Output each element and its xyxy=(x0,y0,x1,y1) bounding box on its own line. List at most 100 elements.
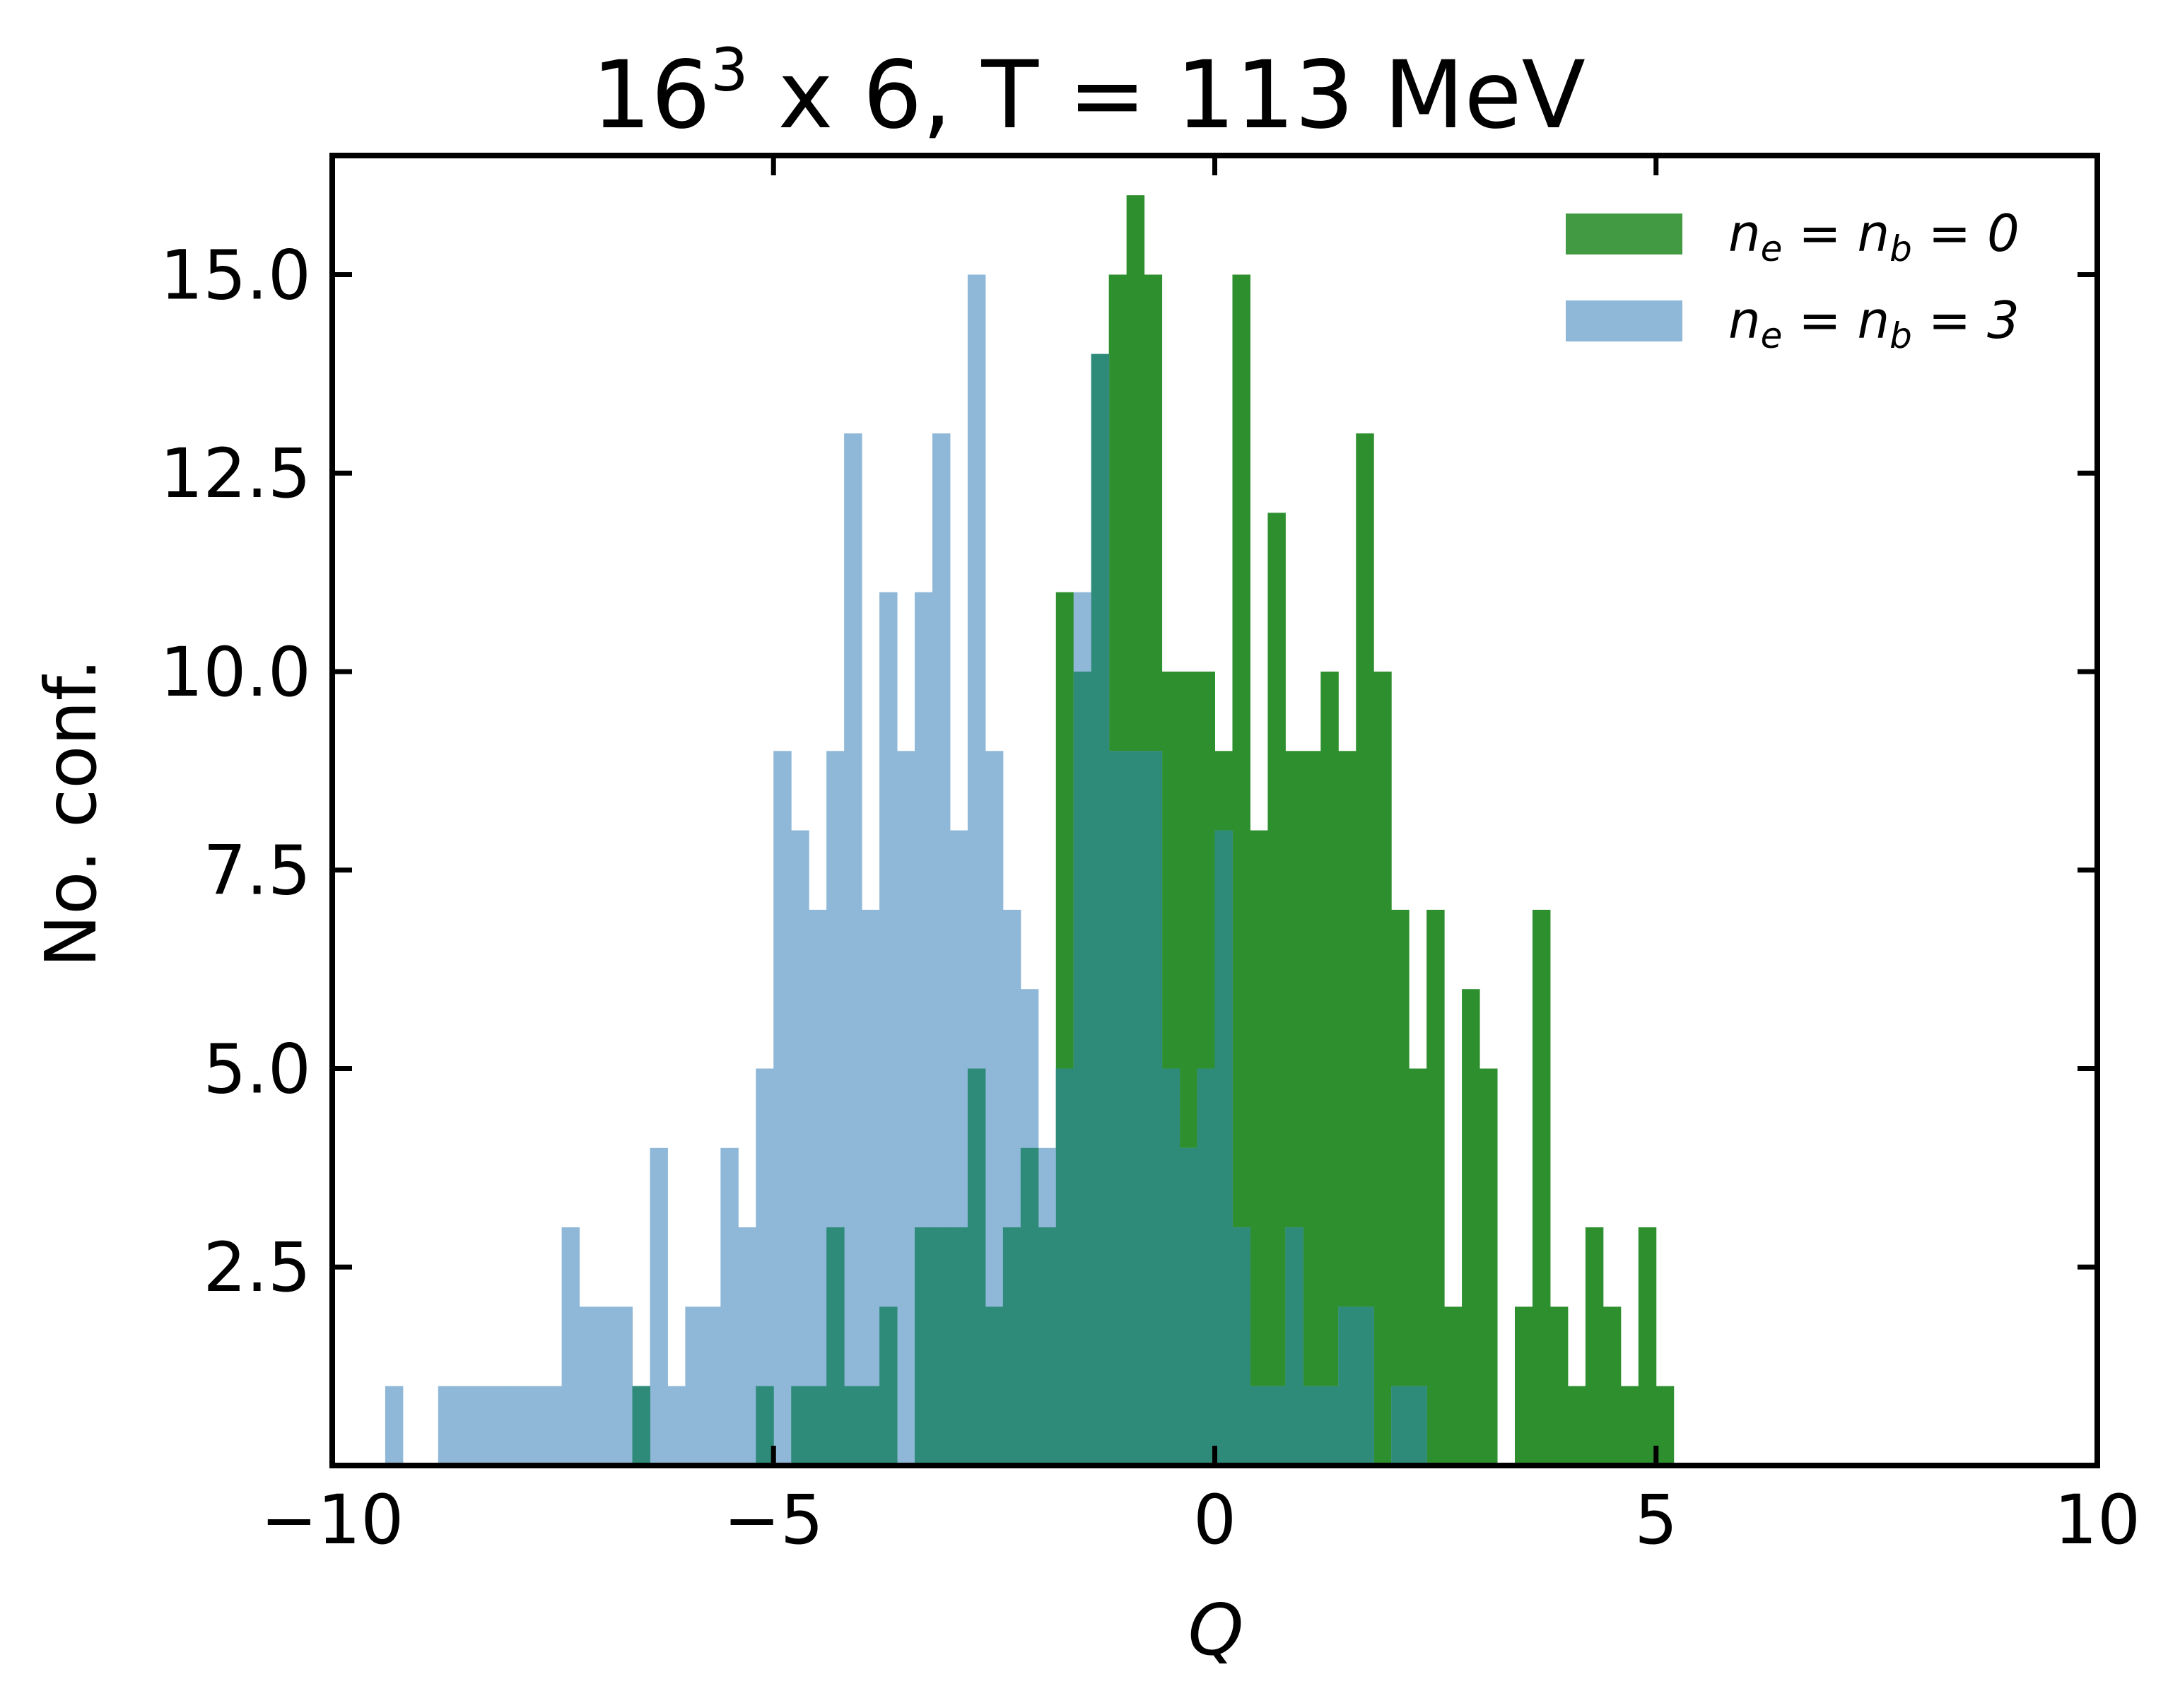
x-tick-labels: −10 −5 0 5 10 xyxy=(261,1480,2140,1560)
bar-overlap xyxy=(1409,1386,1427,1466)
title-rest: x 6, T = 113 MeV xyxy=(749,41,1586,150)
bar-ne0 xyxy=(1356,433,1374,1466)
bar-ne3 xyxy=(473,1386,492,1466)
bar-ne0 xyxy=(1391,909,1410,1466)
bar-overlap xyxy=(1161,1068,1180,1466)
bar-overlap xyxy=(826,1227,845,1466)
bar-overlap xyxy=(756,1386,774,1466)
bar-ne3 xyxy=(685,1306,703,1466)
x-tick-label: −5 xyxy=(723,1480,824,1560)
x-tick-label: −10 xyxy=(261,1480,404,1560)
bar-overlap xyxy=(1214,830,1233,1466)
y-tick-label: 7.5 xyxy=(203,831,311,911)
x-tick-label: 5 xyxy=(1634,1480,1677,1560)
bar-overlap xyxy=(1197,1068,1215,1466)
chart-title: 163 x 6, T = 113 MeV xyxy=(592,35,1586,150)
bar-overlap xyxy=(1391,1386,1410,1466)
title-superscript: 3 xyxy=(710,35,748,105)
bar-overlap xyxy=(967,1068,986,1466)
bar-overlap xyxy=(844,1386,862,1466)
bar-ne0 xyxy=(1373,671,1392,1466)
bar-overlap xyxy=(1020,1147,1039,1466)
bar-overlap xyxy=(1144,751,1163,1466)
bar-ne3 xyxy=(738,1227,756,1466)
bar-overlap xyxy=(1285,1227,1303,1466)
x-axis-label: Q xyxy=(1188,1589,1244,1671)
bar-ne3 xyxy=(579,1306,598,1466)
y-tick-label: 5.0 xyxy=(203,1029,311,1109)
legend-swatch-ne0 xyxy=(1566,214,1682,255)
bar-ne3 xyxy=(544,1386,563,1466)
series-overlap-bars xyxy=(632,353,1427,1466)
y-tick-label: 2.5 xyxy=(203,1228,311,1307)
legend-label-ne3: ne = nb = 3 xyxy=(1728,291,2020,356)
bar-overlap xyxy=(809,1386,827,1466)
bar-overlap xyxy=(632,1386,650,1466)
bar-ne0 xyxy=(1549,1306,1569,1466)
bar-ne3 xyxy=(508,1386,527,1466)
bar-overlap xyxy=(1038,1227,1057,1466)
bar-overlap xyxy=(862,1386,880,1466)
bar-ne0 xyxy=(1567,1386,1586,1466)
bar-ne3 xyxy=(773,751,792,1466)
bar-ne3 xyxy=(455,1386,474,1466)
bar-ne3 xyxy=(526,1386,545,1466)
bar-ne0 xyxy=(1320,671,1339,1466)
bar-overlap xyxy=(1055,1068,1074,1466)
bar-overlap xyxy=(1320,1386,1339,1466)
y-tick-labels: 2.5 5.0 7.5 10.0 12.5 15.0 xyxy=(160,235,311,1307)
title-base: 16 xyxy=(592,41,710,150)
y-tick-label: 15.0 xyxy=(160,235,311,315)
x-tick-label: 10 xyxy=(2054,1480,2140,1560)
x-tick-label: 0 xyxy=(1193,1480,1236,1560)
bar-ne0 xyxy=(1532,909,1551,1466)
bar-ne0 xyxy=(1267,513,1286,1466)
bar-ne0 xyxy=(1656,1386,1675,1466)
legend: ne = nb = 0 ne = nb = 3 xyxy=(1566,204,2020,356)
bar-ne0 xyxy=(1602,1306,1622,1466)
bar-overlap xyxy=(1091,353,1110,1466)
bar-ne0 xyxy=(1444,1306,1463,1466)
bar-overlap xyxy=(985,1306,1004,1466)
bar-ne3 xyxy=(385,1386,404,1466)
bar-ne3 xyxy=(667,1386,686,1466)
bar-overlap xyxy=(1179,1147,1198,1466)
bar-ne3 xyxy=(720,1147,739,1466)
bar-ne0 xyxy=(1585,1227,1604,1466)
bar-overlap xyxy=(791,1386,809,1466)
bar-ne0 xyxy=(1250,830,1268,1466)
bar-ne3 xyxy=(703,1306,721,1466)
bar-ne0 xyxy=(1479,1068,1498,1466)
bar-ne3 xyxy=(438,1386,457,1466)
bar-ne3 xyxy=(809,909,827,1466)
bar-ne3 xyxy=(597,1306,616,1466)
bar-ne0 xyxy=(1303,751,1321,1466)
bar-ne3 xyxy=(491,1386,510,1466)
bar-ne3 xyxy=(897,751,915,1466)
y-tick-label: 12.5 xyxy=(160,434,311,513)
bar-ne0 xyxy=(1638,1227,1657,1466)
bar-overlap xyxy=(879,1306,898,1466)
y-tick-label: 10.0 xyxy=(160,633,311,712)
bar-ne0 xyxy=(1426,909,1445,1466)
bar-ne3 xyxy=(791,830,809,1466)
bar-ne3 xyxy=(862,909,880,1466)
bar-ne0 xyxy=(1462,989,1480,1466)
bar-overlap xyxy=(1250,1386,1268,1466)
bar-ne3 xyxy=(844,433,862,1466)
bar-ne0 xyxy=(1514,1306,1533,1466)
bar-overlap xyxy=(1356,1306,1374,1466)
bar-overlap xyxy=(915,1227,933,1466)
bar-overlap xyxy=(932,1227,951,1466)
legend-swatch-ne3 xyxy=(1566,300,1682,341)
bar-overlap xyxy=(1267,1386,1286,1466)
bar-ne3 xyxy=(650,1147,668,1466)
bar-ne3 xyxy=(614,1306,633,1466)
bar-overlap xyxy=(1338,1306,1357,1466)
bar-overlap xyxy=(1073,671,1092,1466)
bar-overlap xyxy=(949,1227,968,1466)
bar-overlap xyxy=(1303,1386,1321,1466)
bar-overlap xyxy=(1232,1227,1250,1466)
bar-ne0 xyxy=(1620,1386,1639,1466)
